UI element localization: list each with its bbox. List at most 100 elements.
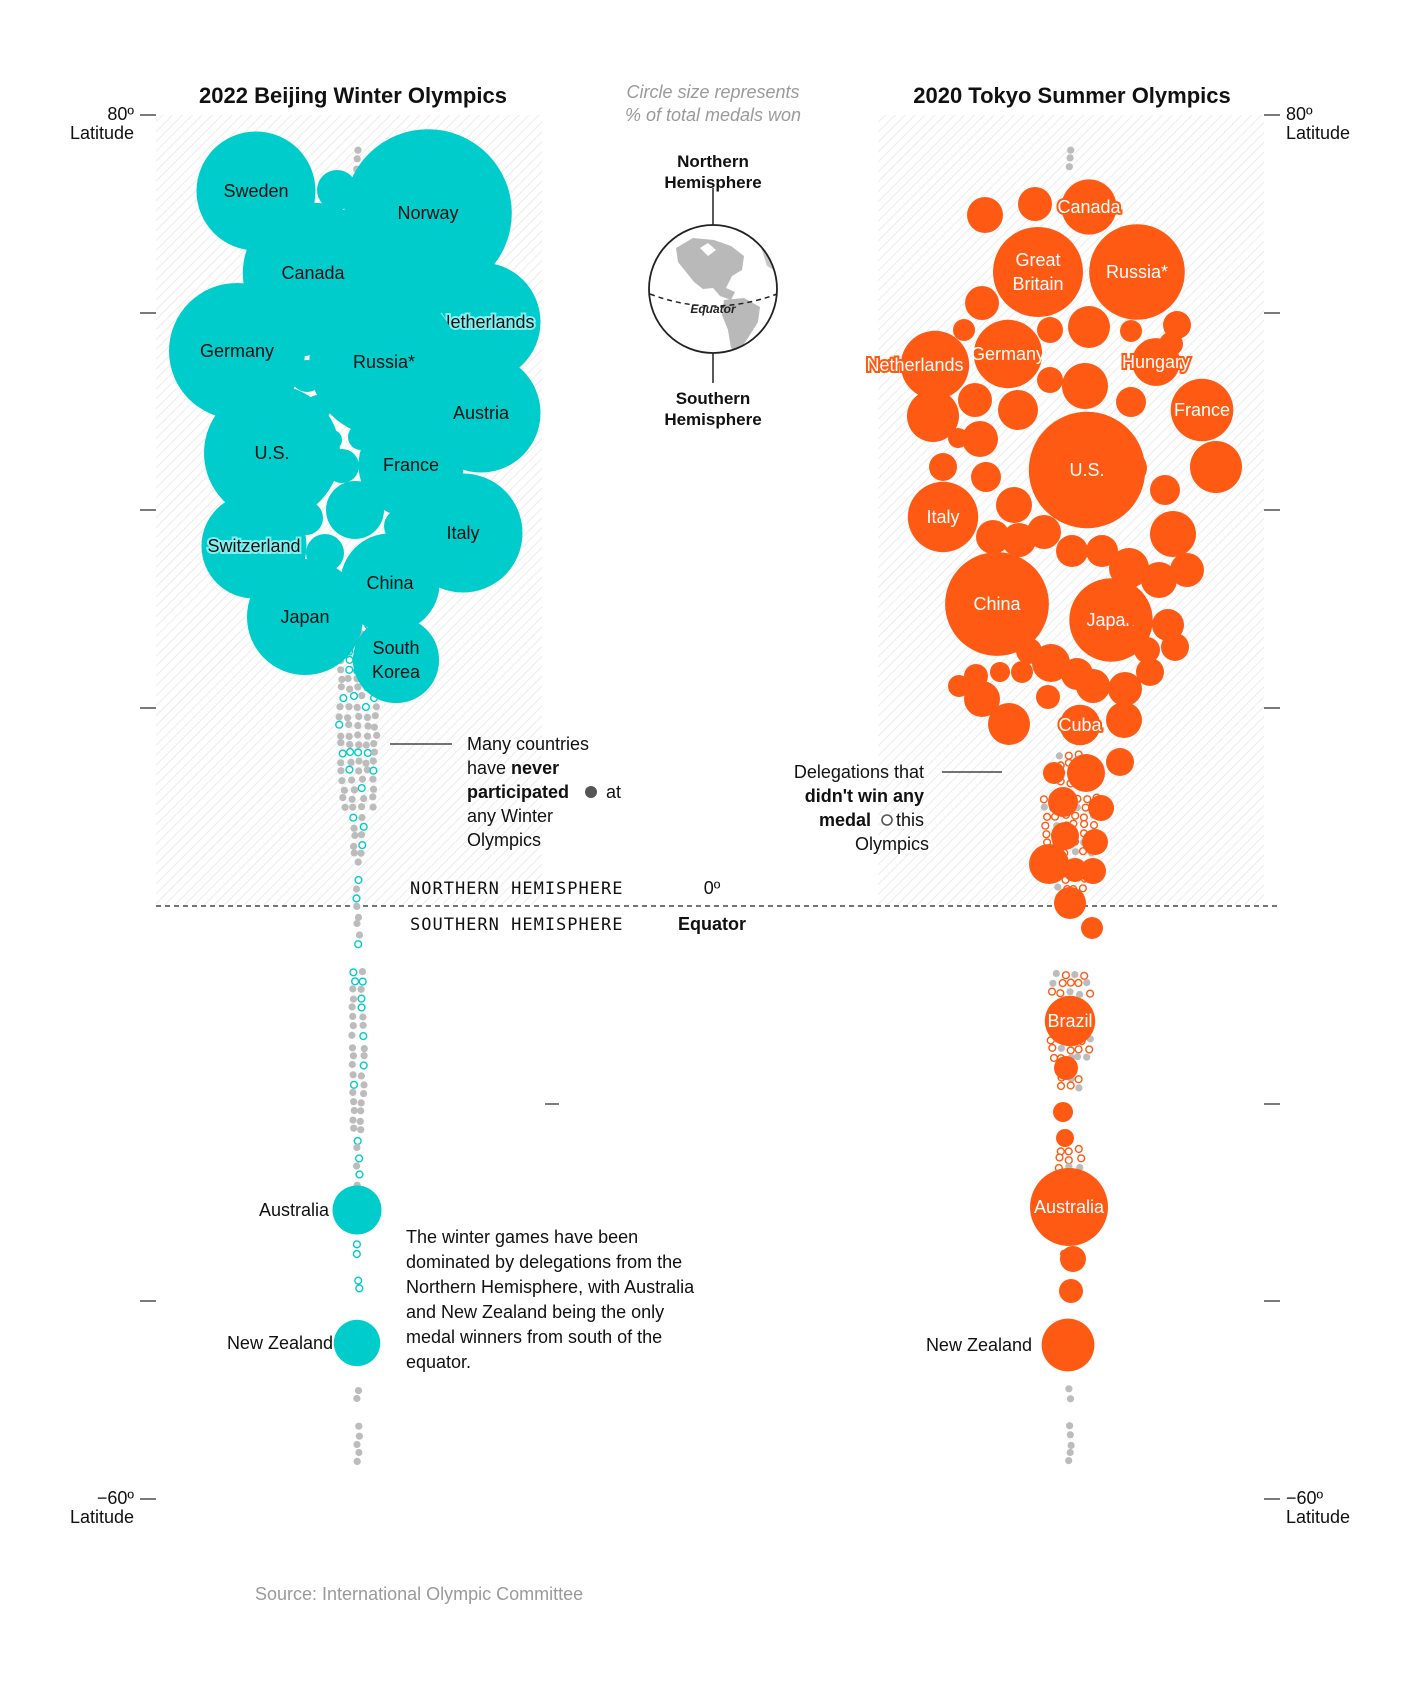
winter-no-medal-dot-79 (369, 766, 378, 775)
winter-bubble-south-korea (352, 616, 440, 704)
winter-bubble-germany (169, 283, 305, 419)
winter-never-dot-21 (337, 666, 345, 674)
winter-never-dot-140 (360, 1081, 368, 1089)
legend-caption-line1: Circle size represents (626, 82, 799, 102)
summer-no-medal-dot-79 (1058, 978, 1067, 988)
winter-never-dot-142 (360, 1090, 368, 1098)
winter-never-dot-56 (345, 732, 353, 741)
winter-never-dot-45 (335, 713, 343, 721)
summer-minor-bubble-5 (1068, 306, 1110, 348)
summer-label-germany: Germany (971, 344, 1045, 364)
winter-never-dot-94 (358, 803, 366, 811)
summer-minor-bubble-12 (958, 383, 992, 417)
winter-never-dot-40 (336, 703, 344, 711)
winter-never-dot-71 (347, 758, 355, 766)
winter-label-u-s: U.S. (254, 443, 289, 463)
summary-line5: medal winners from south of the (406, 1327, 662, 1347)
axis-bottom-right-unit: Latitude (1286, 1507, 1350, 1527)
summer-minor-bubble-18 (929, 453, 957, 481)
axis-bottom-left-value: −60º (97, 1488, 135, 1508)
winter-never-dot-125 (349, 1012, 357, 1021)
winter-never-dot-135 (348, 1060, 356, 1069)
source-note: Source: International Olympic Committee (255, 1584, 583, 1604)
winter-no-medal-dot-139 (349, 1080, 359, 1089)
winter-never-dot-31 (337, 683, 345, 691)
summer-bubble-italy (907, 481, 979, 553)
winter-never-dot-108 (352, 885, 361, 893)
summer-minor-bubble-60 (1054, 887, 1086, 919)
summer-never-dot-109 (1075, 1084, 1083, 1092)
summer-bubble-australia (1030, 1168, 1108, 1246)
summer-no-medal-dot-29 (1042, 812, 1052, 822)
winter-no-medal-dot-155 (355, 1170, 364, 1179)
winter-never-dot-116 (358, 968, 366, 976)
winter-never-dot-47 (355, 712, 363, 721)
summer-minor-bubble-33 (1134, 637, 1160, 663)
summary-line6: equator. (406, 1352, 471, 1372)
winter-never-dot-129 (348, 1031, 356, 1039)
never-line3b: at (606, 782, 621, 802)
summer-minor-bubble-35 (1161, 633, 1189, 661)
summer-minor-bubble-30 (1086, 535, 1118, 567)
summer-minor-bubble-13 (998, 390, 1038, 430)
winter-never-dot-133 (349, 1052, 357, 1060)
winter-never-dot-162 (353, 1394, 361, 1403)
summer-no-medal-dot-98 (1085, 1045, 1094, 1054)
summer-minor-bubble-41 (1136, 658, 1164, 686)
winter-no-medal-dot-66 (346, 747, 355, 757)
summer-label-great-britain-0: Great (1015, 250, 1060, 270)
winter-never-dot-41 (345, 703, 353, 711)
summer-label-australia: Australia (1034, 1197, 1105, 1217)
summer-no-medal-dot-32 (1071, 811, 1080, 820)
winter-no-medal-dot-67 (354, 748, 363, 757)
winter-no-medal-dot-122 (357, 994, 366, 1003)
winter-no-medal-dot-22 (345, 665, 354, 674)
winter-never-dot-75 (337, 767, 345, 775)
winter-never-dot-62 (355, 741, 363, 749)
never-line2a: have (467, 758, 511, 778)
summer-minor-bubble-24 (1141, 562, 1177, 598)
winter-label-japan: Japan (280, 607, 329, 627)
no-medal-line1: Delegations that (794, 762, 924, 782)
summary-note: The winter games have been dominated by … (406, 1227, 699, 1372)
summer-no-medal-dot-70 (1078, 884, 1088, 893)
summer-minor-bubble-51 (1067, 754, 1105, 792)
winter-never-dot-58 (363, 732, 372, 740)
summer-minor-bubble-49 (1106, 702, 1142, 738)
winter-never-dot-148 (356, 1117, 364, 1125)
winter-never-dot-72 (355, 757, 363, 765)
summer-minor-bubble-42 (1036, 685, 1060, 709)
winter-never-dot-81 (348, 776, 356, 784)
winter-never-dot-78 (363, 766, 371, 774)
axis-top-right-unit: Latitude (1286, 123, 1350, 143)
winter-never-dot-32 (346, 685, 354, 693)
summer-minor-bubble-17 (948, 428, 968, 448)
winter-label-russia: Russia* (353, 352, 415, 372)
summer-minor-bubble-21 (1150, 475, 1180, 505)
summer-label-france: France (1174, 400, 1230, 420)
winter-no-medal-dot-158 (352, 1249, 361, 1259)
winter-never-dot-92 (341, 803, 349, 811)
winter-never-dot-63 (362, 741, 370, 749)
summer-label-u-s: U.S. (1069, 460, 1104, 480)
winter-label-norway: Norway (397, 203, 458, 223)
summer-no-medal-dot-97 (1074, 1045, 1083, 1054)
summer-minor-bubble-48 (988, 703, 1030, 745)
summer-never-dot-103 (1083, 1053, 1091, 1061)
winter-no-medal-dot-115 (349, 968, 358, 977)
winter-never-dot-98 (350, 824, 358, 832)
never-participated-note: Many countries have never participated a… (467, 734, 626, 850)
winter-never-dot-112 (353, 919, 361, 928)
winter-never-dot-152 (353, 1143, 361, 1152)
summer-no-medal-dot-94 (1048, 1043, 1057, 1053)
summer-minor-bubble-61 (1081, 917, 1103, 939)
summer-minor-bubble-58 (1029, 844, 1069, 884)
summer-minor-bubble-59 (1080, 858, 1106, 884)
never-line2b: never (511, 758, 559, 778)
winter-bubble-japan (247, 559, 363, 675)
never-line5: Olympics (467, 830, 541, 850)
summer-never-dot-129 (1065, 1457, 1073, 1465)
winter-never-dot-52 (354, 722, 362, 730)
equator-degree-label: 0º (704, 878, 721, 898)
summer-minor-bubble-47 (964, 681, 1000, 717)
